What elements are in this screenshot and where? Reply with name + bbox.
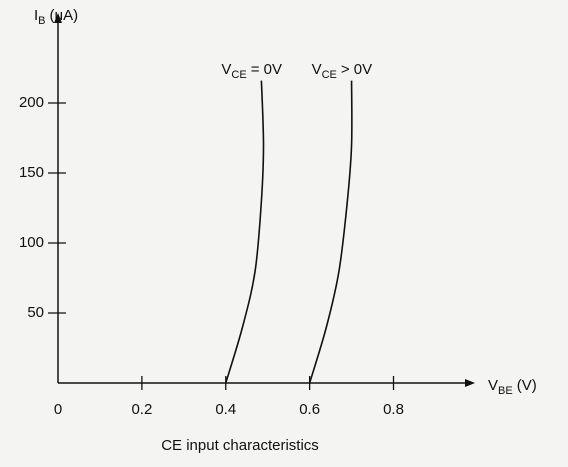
caption: CE input characteristics (161, 437, 319, 454)
y-tick-label: 50 (27, 304, 44, 321)
curve (224, 80, 265, 384)
y-tick-label: 150 (19, 164, 44, 181)
y-axis-label: IB (μA) (34, 7, 78, 27)
x-tick-label: 0.6 (299, 401, 320, 418)
curve (308, 80, 353, 384)
curve-label-sub: CE (231, 69, 246, 81)
x-tick-label: 0.8 (383, 401, 404, 418)
curve-label-sub: CE (322, 69, 337, 81)
x-tick-label: 0.4 (215, 401, 236, 418)
curve-label-rest: = 0V (251, 61, 282, 78)
x-arrow (465, 379, 475, 387)
x-axis-label-sub: BE (498, 385, 513, 397)
curve-label-main: V (221, 61, 231, 78)
x-tick-label: 0 (54, 401, 62, 418)
curve-label: VCE = 0V (221, 61, 282, 81)
y-tick-label: 100 (19, 234, 44, 251)
x-axis-label-main: V (488, 377, 498, 394)
curve-label-main: V (312, 61, 322, 78)
x-axis-label-rest: (V) (517, 377, 537, 394)
x-tick-label: 0.2 (131, 401, 152, 418)
y-axis-label-rest: (μA) (50, 7, 79, 24)
y-axis-label-sub: B (38, 15, 45, 27)
x-axis-label: VBE (V) (488, 377, 537, 397)
curve-label-rest: > 0V (341, 61, 372, 78)
y-arrow (54, 13, 62, 23)
curve-label: VCE > 0V (312, 61, 373, 81)
y-axis-label-main: I (34, 7, 38, 24)
y-tick-label: 200 (19, 94, 44, 111)
